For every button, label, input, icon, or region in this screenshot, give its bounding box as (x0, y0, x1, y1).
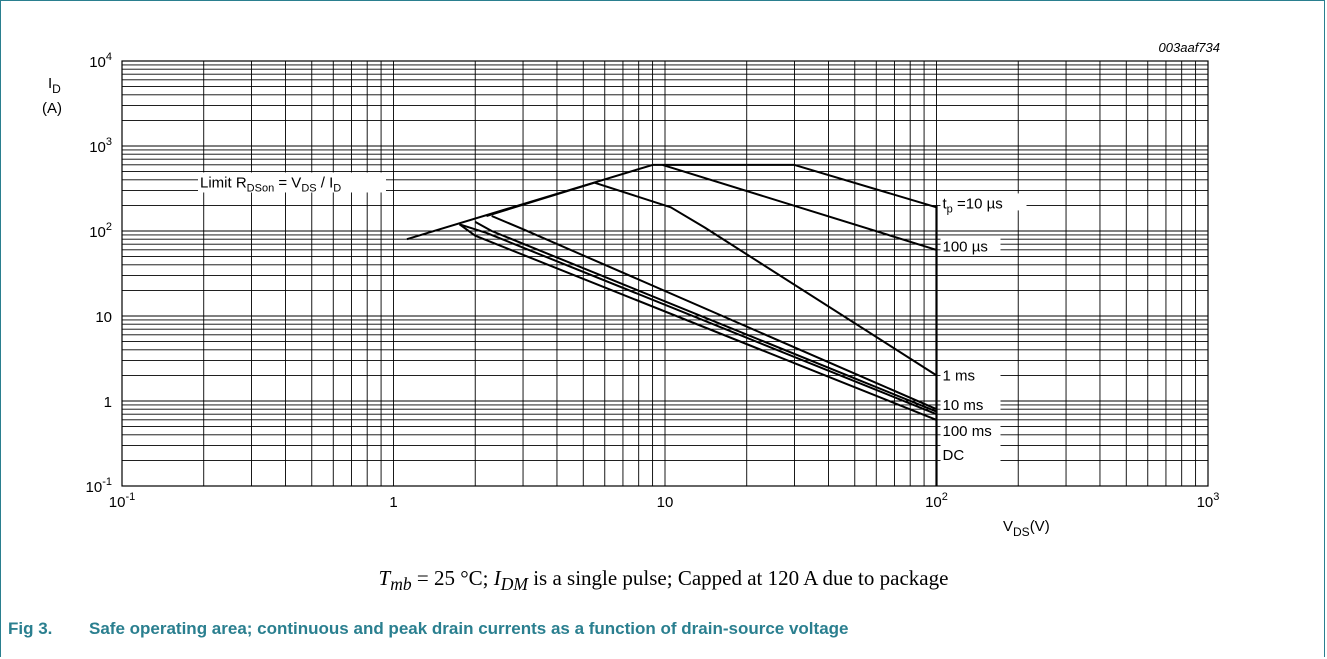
series-label: 1 ms (943, 367, 976, 384)
series-label-bg (940, 421, 1001, 439)
series-label: 10 ms (943, 397, 984, 414)
limit-annotation: Limit RDSon = VDS / ID (200, 174, 341, 194)
series-line-3 (491, 215, 937, 411)
chart-grid (121, 60, 1209, 487)
soa-chart: 10-1 1 10 102 103 10-1 1 10 102 103 104 ID (A) VDS(V)… (42, 40, 1220, 539)
series-label-bg (940, 365, 1001, 383)
x-tick-label: 1 (389, 494, 397, 511)
series-label-bg (940, 394, 1001, 412)
chart-note: Tmb = 25 °C; IDM is a single pulse; Capp… (0, 566, 1327, 595)
series-label: DC (943, 447, 965, 464)
series-line-5 (458, 223, 937, 421)
limit-annotation-bg (198, 172, 386, 193)
y-tick-label: 10 (95, 309, 112, 326)
x-tick-label: 10-1 (109, 491, 135, 511)
x-tick-label: 102 (925, 491, 948, 511)
x-tick-label: 10 (657, 494, 674, 511)
figure-code: 003aaf734 (1159, 40, 1220, 55)
y-tick-label: 10-1 (86, 476, 112, 496)
plot-border (121, 60, 1209, 487)
series-line-4 (459, 223, 937, 416)
series-label-bg (940, 236, 1001, 254)
y-tick-label: 103 (89, 136, 112, 156)
note-i-subscript: DM (500, 574, 528, 595)
note-t-subscript: mb (390, 574, 412, 595)
x-axis-label: VDS(V) (1003, 518, 1050, 539)
note-i-rest: is a single pulse; Capped at 120 A due t… (527, 566, 949, 590)
chart-curves (406, 163, 938, 486)
y-axis-label: ID (48, 75, 61, 96)
series-line-1 (662, 163, 937, 251)
series-label-bg (940, 193, 1027, 211)
y-tick-label: 102 (89, 221, 112, 241)
note-i-symbol: I (493, 566, 501, 590)
series-label: 100 ms (943, 423, 992, 440)
series-label: tp =10 µs (943, 195, 1003, 215)
series-line-6 (474, 221, 937, 413)
series-line-2 (486, 181, 938, 377)
caption-number: Fig 3. (8, 619, 53, 638)
caption-text: Safe operating area; continuous and peak… (89, 619, 849, 638)
x-tick-label: 103 (1197, 491, 1220, 511)
y-tick-label: 1 (104, 394, 112, 411)
note-t-rest: = 25 °C; (411, 566, 494, 590)
y-tick-label: 104 (89, 51, 112, 71)
series-label: 100 µs (943, 239, 988, 256)
chart-labels: 10-1 1 10 102 103 10-1 1 10 102 103 104 ID (A) VDS(V)… (42, 40, 1220, 539)
y-axis-unit: (A) (42, 100, 62, 117)
series-label-bg (940, 444, 1001, 462)
figure-caption: Fig 3. Safe operating area; continuous an… (8, 619, 849, 639)
note-t-symbol: T (378, 566, 391, 590)
